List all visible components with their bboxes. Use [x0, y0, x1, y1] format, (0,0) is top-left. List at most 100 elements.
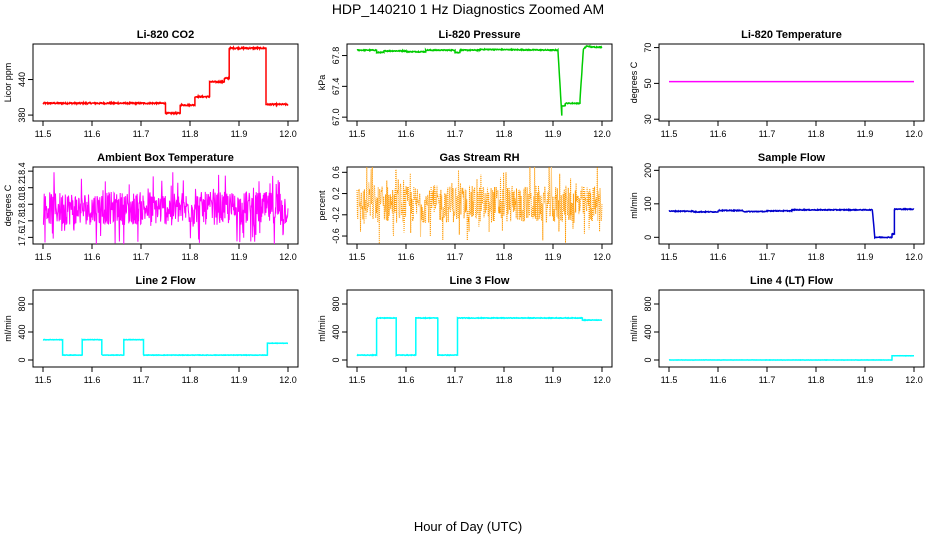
x-tick-label: 11.9	[231, 129, 248, 139]
x-tick-label: 11.6	[710, 375, 727, 385]
y-axis-label: Licor ppm	[3, 63, 13, 103]
x-tick-label: 11.7	[133, 252, 150, 262]
x-tick-label: 11.8	[496, 375, 513, 385]
x-tick-label: 11.5	[35, 252, 52, 262]
y-tick-label: 0	[17, 357, 27, 362]
y-tick-label: 17.6	[17, 229, 27, 247]
y-tick-label: 400	[331, 324, 341, 339]
series-line	[356, 44, 603, 116]
panel-gas-rh: Gas Stream RH 11.5 11.6 11.7 11.8 11.9 12.0 -0.…	[317, 152, 613, 262]
panel-line3-flow: Line 3 Flow 11.5 11.6 11.7 11.8 11.9 12.0 0 400 8…	[317, 275, 613, 385]
x-tick-label: 11.6	[84, 375, 101, 385]
x-tick-label: 11.9	[857, 129, 874, 139]
plot-frame	[32, 166, 299, 245]
x-tick-label: 11.5	[349, 252, 366, 262]
x-tick-label: 11.5	[661, 375, 678, 385]
x-tick-label: 11.8	[182, 375, 199, 385]
y-axis-label: kPa	[317, 75, 327, 91]
y-tick-label: 17.8	[17, 212, 27, 230]
panel-licor-temp: Li-820 Temperature 11.5 11.6 11.7 11.8 11.9 12…	[629, 29, 925, 139]
y-tick-label: 70	[643, 43, 653, 53]
y-tick-label: 67.4	[331, 78, 341, 96]
plot-frame	[658, 289, 925, 368]
x-tick-label: 11.6	[398, 252, 415, 262]
panel-title: Li-820 CO2	[137, 29, 194, 41]
y-axis-label: degrees C	[629, 61, 639, 103]
x-tick-label: 11.5	[349, 129, 366, 139]
x-tick-label: 11.8	[808, 252, 825, 262]
plot-frame	[346, 289, 613, 368]
x-tick-label: 11.7	[759, 129, 776, 139]
x-tick-label: 11.7	[133, 129, 150, 139]
plot-frame	[32, 289, 299, 368]
x-tick-label: 11.7	[447, 252, 464, 262]
y-axis-label: ml/min	[3, 315, 13, 342]
x-tick-label: 11.9	[545, 375, 562, 385]
series-line	[668, 354, 914, 361]
x-tick-label: 12.0	[593, 252, 611, 262]
plot-frame	[346, 43, 613, 122]
y-tick-label: 67.8	[331, 47, 341, 65]
x-tick-label: 11.7	[759, 375, 776, 385]
y-tick-label: 800	[17, 296, 27, 311]
x-tick-label: 11.7	[759, 252, 776, 262]
y-tick-label: 18.4	[17, 162, 27, 180]
x-tick-label: 11.6	[84, 252, 101, 262]
figure-xlabel: Hour of Day (UTC)	[414, 519, 522, 534]
x-tick-label: 11.9	[545, 252, 562, 262]
y-tick-label: 0	[643, 357, 653, 362]
series-line	[42, 338, 288, 357]
y-tick-label: 100	[643, 196, 653, 211]
panel-title: Gas Stream RH	[439, 152, 519, 164]
x-tick-label: 12.0	[905, 375, 923, 385]
panel-line4-flow: Line 4 (LT) Flow 11.5 11.6 11.7 11.8 11.9 12.0…	[629, 275, 925, 385]
y-tick-label: 67.0	[331, 108, 341, 126]
x-tick-label: 12.0	[593, 129, 611, 139]
panel-sample-flow: Sample Flow 11.5 11.6 11.7 11.8 11.9 12.0 0 100 2…	[629, 152, 925, 262]
panel-line2-flow: Line 2 Flow 11.5 11.6 11.7 11.8 11.9 12.0 0 400 8…	[3, 275, 299, 385]
y-axis-label: percent	[317, 190, 327, 221]
y-tick-label: 200	[643, 163, 653, 178]
x-tick-label: 12.0	[593, 375, 611, 385]
x-tick-label: 11.8	[808, 375, 825, 385]
y-tick-label: 380	[17, 108, 27, 123]
x-tick-label: 11.5	[35, 129, 52, 139]
y-tick-label: 440	[17, 72, 27, 87]
x-tick-label: 11.8	[496, 129, 513, 139]
x-tick-label: 12.0	[905, 129, 923, 139]
panel-title: Line 3 Flow	[450, 275, 510, 287]
y-axis-label: ml/min	[629, 315, 639, 342]
y-tick-label: 18.2	[17, 179, 27, 197]
x-tick-label: 11.6	[398, 375, 415, 385]
x-tick-label: 11.8	[808, 129, 825, 139]
x-tick-label: 11.9	[857, 252, 874, 262]
figure-title: HDP_140210 1 Hz Diagnostics Zoomed AM	[332, 1, 604, 17]
y-tick-label: -0.6	[331, 228, 341, 244]
y-tick-label: 0	[643, 235, 653, 240]
series-line	[668, 207, 915, 240]
y-tick-label: 800	[331, 296, 341, 311]
y-tick-label: 50	[643, 78, 653, 88]
plot-frame	[658, 166, 925, 245]
x-tick-label: 11.6	[710, 252, 727, 262]
x-tick-label: 11.9	[857, 375, 874, 385]
panel-co2: Li-820 CO2 11.5 11.6 11.7 11.8 11.9 12.0 380 440…	[3, 29, 299, 139]
panel-box-temp: Ambient Box Temperature 11.5 11.6 11.7 11.8 1…	[3, 152, 299, 262]
x-tick-label: 11.7	[133, 375, 150, 385]
series-line	[42, 45, 289, 116]
y-tick-label: 0	[331, 357, 341, 362]
y-tick-label: 0.6	[331, 166, 341, 179]
x-tick-label: 11.6	[398, 129, 415, 139]
x-tick-label: 11.9	[545, 129, 562, 139]
y-tick-label: 400	[17, 324, 27, 339]
x-tick-label: 11.5	[349, 375, 366, 385]
x-tick-label: 11.6	[84, 129, 101, 139]
panel-title: Line 2 Flow	[136, 275, 196, 287]
x-tick-label: 12.0	[279, 252, 297, 262]
y-axis-label: ml/min	[317, 315, 327, 342]
panel-title: Ambient Box Temperature	[97, 152, 234, 164]
y-tick-label: 0.2	[331, 187, 341, 200]
x-tick-label: 11.5	[661, 129, 678, 139]
y-axis-label: ml/min	[629, 192, 639, 219]
